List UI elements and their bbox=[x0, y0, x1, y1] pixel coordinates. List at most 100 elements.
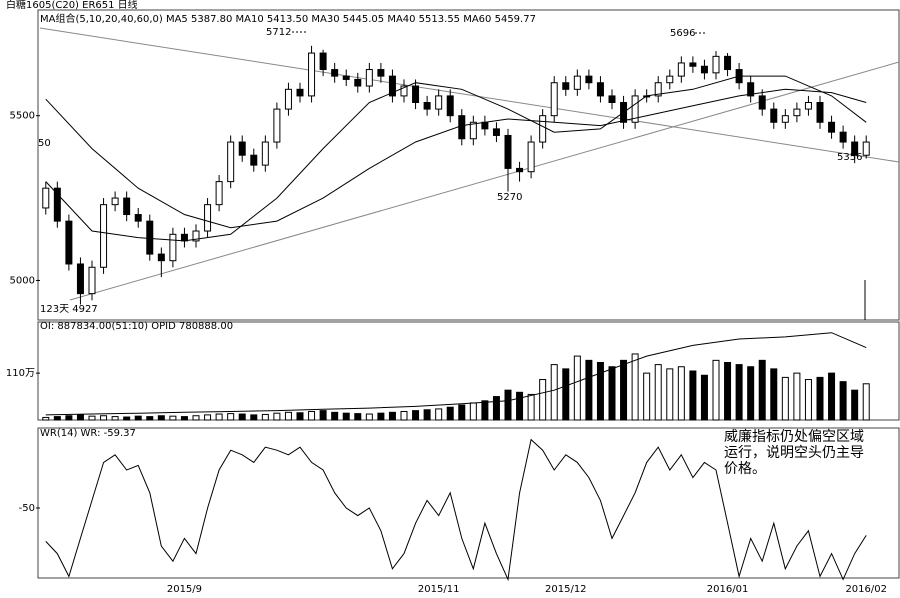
candle-body bbox=[862, 141, 870, 156]
volume-bar bbox=[342, 412, 350, 421]
annotation: 5712 bbox=[266, 27, 291, 38]
wr-header: WR(14) WR: -59.37 bbox=[40, 428, 136, 439]
volume-bar bbox=[596, 361, 604, 421]
volume-bar bbox=[492, 396, 500, 421]
volume-bar bbox=[839, 381, 847, 421]
candle-body bbox=[828, 121, 836, 133]
candle-body bbox=[573, 75, 581, 90]
candle-body bbox=[284, 88, 292, 110]
candle-body bbox=[550, 82, 558, 117]
candle-body bbox=[608, 95, 616, 103]
candle-body bbox=[169, 233, 177, 262]
volume-bar bbox=[446, 406, 454, 421]
volume-bar bbox=[123, 416, 131, 421]
volume-bar bbox=[504, 389, 512, 421]
candle-body bbox=[100, 204, 108, 268]
volume-bar bbox=[215, 413, 223, 421]
annotation: 5696 bbox=[670, 28, 695, 39]
volume-bar bbox=[412, 410, 420, 421]
candle-body bbox=[227, 141, 235, 183]
volume-bar bbox=[354, 413, 362, 421]
candle-body bbox=[88, 266, 96, 295]
candle-body bbox=[446, 95, 454, 117]
note: 威廉指标仍处偏空区域 bbox=[724, 428, 864, 445]
volume-bar bbox=[261, 413, 269, 421]
volume-bar bbox=[134, 415, 142, 421]
volume-bar bbox=[654, 364, 662, 421]
volume-bar bbox=[527, 393, 535, 421]
candle-body bbox=[724, 55, 732, 71]
volume-bar bbox=[308, 410, 316, 421]
candle-body bbox=[712, 55, 720, 74]
volume-bar bbox=[65, 415, 73, 421]
candle-body bbox=[180, 233, 188, 242]
volume-bar bbox=[643, 372, 651, 421]
candle-body bbox=[539, 115, 547, 143]
volume-bar bbox=[296, 412, 304, 421]
volume-bar bbox=[458, 404, 466, 421]
candle-body bbox=[400, 85, 408, 97]
ma-header: MA组合(5,10,20,40,60,0) MA5 5387.80 MA10 5… bbox=[40, 12, 536, 25]
x-tick-label: 2015/11 bbox=[418, 584, 460, 595]
volume-bar bbox=[562, 368, 570, 421]
volume-bar bbox=[481, 400, 489, 421]
candle-body bbox=[596, 82, 604, 97]
candle-body bbox=[308, 52, 316, 97]
volume-bar bbox=[620, 359, 628, 421]
volume-bar bbox=[700, 374, 708, 421]
volume-bar bbox=[192, 415, 200, 421]
volume-bar bbox=[573, 355, 581, 421]
candle-body bbox=[65, 220, 73, 265]
note: 价格。 bbox=[724, 461, 766, 477]
candle-body bbox=[412, 85, 420, 103]
chart-title: 白糖1605(C20) ER651 日线 bbox=[6, 0, 138, 11]
volume-bar bbox=[677, 366, 685, 421]
volume-bar bbox=[770, 368, 778, 421]
volume-bar bbox=[273, 412, 281, 421]
candle-body bbox=[354, 78, 362, 87]
volume-bar bbox=[423, 409, 431, 421]
candle-body bbox=[804, 102, 812, 110]
volume-bar bbox=[747, 366, 755, 421]
volume-bar bbox=[76, 414, 84, 421]
candle-body bbox=[458, 115, 466, 140]
candle-body bbox=[53, 187, 61, 222]
volume-bar bbox=[585, 359, 593, 421]
volume-bar bbox=[469, 402, 477, 421]
volume-bar bbox=[111, 416, 119, 421]
volume-bar bbox=[157, 415, 165, 421]
candle-body bbox=[631, 95, 639, 123]
candle-body bbox=[504, 134, 512, 169]
candle-body bbox=[747, 82, 755, 97]
volume-bar bbox=[388, 411, 396, 421]
candle-body bbox=[770, 108, 778, 123]
volume-panel bbox=[37, 321, 900, 421]
volume-bar bbox=[88, 415, 96, 421]
annotation: 50 bbox=[38, 138, 51, 149]
candle-body bbox=[666, 75, 674, 84]
volume-bar bbox=[804, 379, 812, 421]
candle-body bbox=[816, 102, 824, 123]
candle-body bbox=[365, 69, 373, 87]
volume-bar bbox=[735, 364, 743, 421]
volume-bar bbox=[435, 408, 443, 421]
x-tick-label: 2016/02 bbox=[845, 584, 887, 595]
candle-body bbox=[781, 115, 789, 123]
candle-body bbox=[157, 253, 165, 262]
volume-bar bbox=[331, 411, 339, 421]
candle-body bbox=[250, 154, 258, 166]
candle-body bbox=[516, 167, 524, 173]
x-tick-label: 2015/12 bbox=[545, 584, 587, 595]
candle-body bbox=[238, 141, 246, 156]
candle-body bbox=[377, 69, 385, 77]
volume-bar bbox=[227, 413, 235, 421]
candle-body bbox=[527, 141, 535, 173]
price-panel bbox=[37, 9, 900, 321]
volume-bar bbox=[689, 370, 697, 421]
candle-body bbox=[388, 75, 396, 97]
candle-body bbox=[839, 131, 847, 143]
x-tick-label: 2016/01 bbox=[707, 584, 749, 595]
candle-body bbox=[296, 88, 304, 97]
